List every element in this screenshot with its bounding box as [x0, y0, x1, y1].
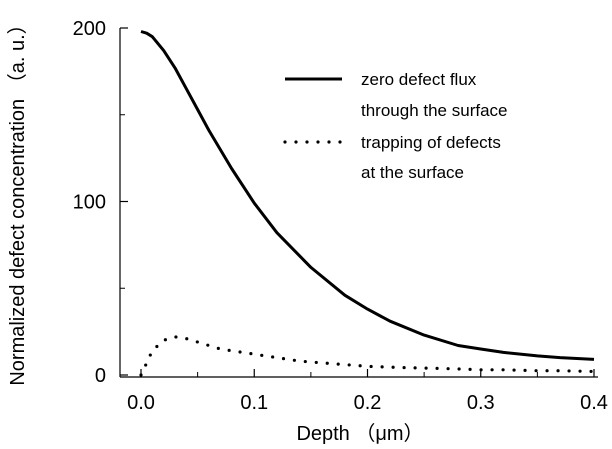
y-ticks: 0 100 200 [73, 18, 128, 387]
series-layer [139, 30, 596, 377]
x-tick-label: 0.3 [467, 392, 495, 414]
x-tick-label: 0.0 [127, 392, 155, 414]
y-axis-title: Normalized defect concentration （a. u.） [6, 14, 29, 385]
series-line-dotted [139, 335, 596, 377]
legend-label-line2: at the surface [361, 163, 464, 182]
x-tick-label: 0.2 [354, 392, 382, 414]
y-tick-label: 0 [95, 365, 106, 387]
legend-label-line1: zero defect flux [361, 70, 477, 89]
legend-label-line1: trapping of defects [361, 133, 501, 152]
y-tick-label: 200 [73, 18, 106, 40]
x-tick-label: 0.1 [240, 392, 268, 414]
x-axis-title: Depth （μm） [296, 422, 423, 445]
y-tick-label: 100 [73, 192, 106, 214]
legend: zero defect flux through the surface tra… [283, 70, 507, 182]
x-tick-label: 0.4 [580, 392, 608, 414]
x-ticks: 0.0 0.1 0.2 0.3 0.4 [127, 369, 608, 414]
legend-label-line2: through the surface [361, 101, 507, 120]
series-line-solid [140, 30, 595, 361]
